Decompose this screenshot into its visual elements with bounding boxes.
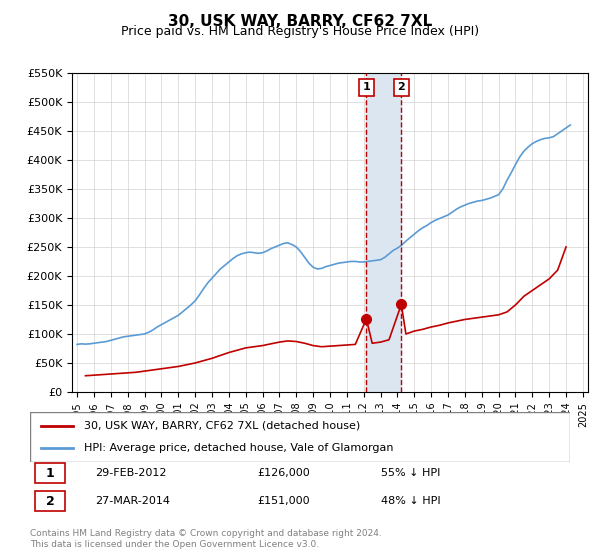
Text: £126,000: £126,000 bbox=[257, 468, 310, 478]
FancyBboxPatch shape bbox=[30, 412, 570, 462]
FancyBboxPatch shape bbox=[35, 491, 65, 511]
Text: 2: 2 bbox=[46, 494, 55, 508]
Text: 1: 1 bbox=[362, 82, 370, 92]
FancyBboxPatch shape bbox=[35, 463, 65, 483]
Text: £151,000: £151,000 bbox=[257, 496, 310, 506]
Text: 2: 2 bbox=[397, 82, 405, 92]
Text: 55% ↓ HPI: 55% ↓ HPI bbox=[381, 468, 440, 478]
Text: Contains HM Land Registry data © Crown copyright and database right 2024.
This d: Contains HM Land Registry data © Crown c… bbox=[30, 529, 382, 549]
Text: 30, USK WAY, BARRY, CF62 7XL: 30, USK WAY, BARRY, CF62 7XL bbox=[168, 14, 432, 29]
Text: 48% ↓ HPI: 48% ↓ HPI bbox=[381, 496, 440, 506]
Text: 30, USK WAY, BARRY, CF62 7XL (detached house): 30, USK WAY, BARRY, CF62 7XL (detached h… bbox=[84, 421, 360, 431]
Text: HPI: Average price, detached house, Vale of Glamorgan: HPI: Average price, detached house, Vale… bbox=[84, 443, 394, 453]
Text: 29-FEB-2012: 29-FEB-2012 bbox=[95, 468, 166, 478]
Text: Price paid vs. HM Land Registry's House Price Index (HPI): Price paid vs. HM Land Registry's House … bbox=[121, 25, 479, 38]
Text: 27-MAR-2014: 27-MAR-2014 bbox=[95, 496, 170, 506]
Text: 1: 1 bbox=[46, 466, 55, 480]
Bar bbox=[367, 73, 401, 392]
